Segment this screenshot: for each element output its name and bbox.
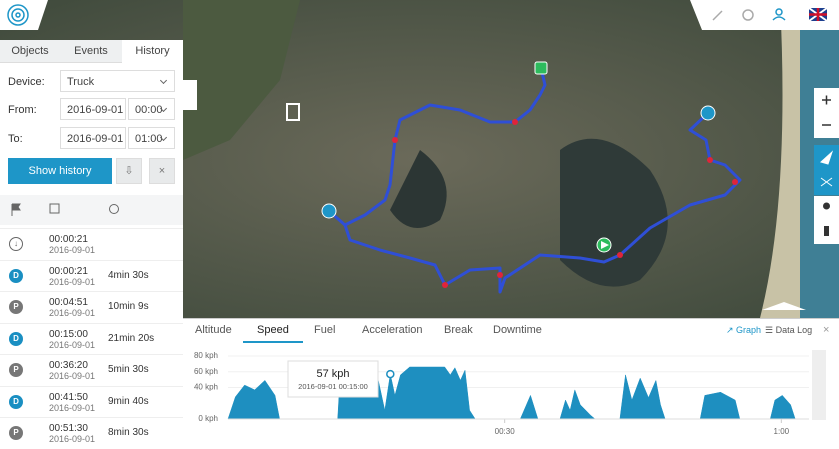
from-time[interactable]: 00:00 <box>128 98 175 120</box>
map-water <box>390 150 447 228</box>
bottom-panel: Altitude Speed Fuel Acceleration Break Downti… <box>183 318 839 443</box>
event-time: 00:41:50 <box>49 391 88 403</box>
to-date[interactable]: 2016-09-01 <box>60 127 126 149</box>
play-icon <box>601 241 609 249</box>
event-time: 00:04:51 <box>49 297 88 308</box>
logo <box>7 4 29 26</box>
panel-tab[interactable]: Altitude <box>195 324 232 336</box>
settings-icon[interactable] <box>742 9 754 21</box>
map-area <box>183 0 300 160</box>
device-icon <box>824 226 829 236</box>
route-stops <box>392 119 738 288</box>
event-time: 00:00:21 <box>49 234 88 245</box>
event-duration: 9min 40s <box>108 395 149 407</box>
event-date: 2016-09-01 <box>49 434 96 444</box>
event-badge: D <box>9 331 23 346</box>
from-label: From: <box>8 104 37 116</box>
panel-tab[interactable]: Break <box>444 324 473 336</box>
sidebar: Objects Events History Device: Truck From:… <box>0 40 183 444</box>
map-tool-icons <box>819 150 834 187</box>
event-duration: 21min 20s <box>108 332 155 344</box>
user-icon-body <box>772 16 786 21</box>
user-icon[interactable] <box>775 8 783 16</box>
event-time: 00:36:20 <box>49 360 88 371</box>
event-time: 00:51:30 <box>49 423 88 434</box>
to-time[interactable]: 01:00 <box>128 127 175 149</box>
event-time: 00:00:21 <box>49 265 88 277</box>
to-label: To: <box>8 133 23 145</box>
parking-marker[interactable] <box>321 203 337 219</box>
route <box>328 67 547 227</box>
flag-icon <box>11 203 21 216</box>
table-header <box>0 195 183 225</box>
event-duration: 10min 9s <box>108 301 149 312</box>
panel-tab[interactable]: Fuel <box>314 324 336 336</box>
show-history-button[interactable]: Show history <box>8 158 112 184</box>
event-row[interactable]: P 00:51:30 2016-09-01 8min 30s <box>0 417 183 449</box>
event-date: 2016-09-01 <box>49 339 96 350</box>
event-duration: 8min 30s <box>108 427 149 438</box>
calendar-icon <box>49 203 60 214</box>
event-date: 2016-09-01 <box>49 245 96 255</box>
header-icons <box>11 203 119 216</box>
panel-tab[interactable]: Downtime <box>493 324 542 336</box>
event-time: 00:15:00 <box>49 328 88 340</box>
event-date: 2016-09-01 <box>49 276 96 287</box>
event-start-icon: ↓ <box>9 237 23 251</box>
sidebar-tab[interactable]: Events <box>60 40 122 63</box>
device-label: Device: <box>8 76 45 88</box>
route <box>343 111 742 294</box>
expand-panel[interactable] <box>762 302 806 310</box>
finish-marker[interactable] <box>534 61 548 75</box>
map-water <box>560 138 668 287</box>
event-row[interactable]: P 00:36:20 2016-09-01 5min 30s <box>0 354 183 386</box>
graph-view[interactable]: ↗ Graph <box>726 325 762 335</box>
event-badge: P <box>9 363 23 377</box>
sidebar-tab[interactable]: Objects <box>0 40 60 63</box>
device-select[interactable]: Truck <box>60 70 175 92</box>
event-badge: P <box>9 426 23 440</box>
export-button[interactable]: ⇩ <box>116 158 142 184</box>
panel-tab[interactable]: Acceleration <box>362 324 423 336</box>
datalog-label: Data Log <box>775 325 813 335</box>
event-row[interactable]: P 00:04:51 2016-09-01 10min 9s <box>0 291 183 323</box>
map-icon <box>286 103 300 121</box>
event-row[interactable]: D 00:00:21 2016-09-01 4min 30s <box>0 259 183 292</box>
panel-tab[interactable]: Speed <box>243 319 303 343</box>
parking-marker[interactable] <box>700 105 716 121</box>
event-duration: 4min 30s <box>108 269 149 281</box>
language-flag[interactable] <box>808 7 828 22</box>
close-panel[interactable]: × <box>823 324 830 336</box>
clear-button[interactable]: × <box>149 158 175 184</box>
event-badge: D <box>9 268 23 283</box>
tools-icon[interactable] <box>712 10 723 21</box>
sidebar-tab[interactable]: History <box>122 40 183 62</box>
from-date[interactable]: 2016-09-01 <box>60 98 126 120</box>
collapse-sidebar[interactable] <box>183 80 197 110</box>
event-duration: 5min 30s <box>108 364 149 375</box>
zoom-icons <box>822 95 831 126</box>
datalog-view[interactable]: ☰ Data Log <box>765 325 813 335</box>
event-row[interactable]: D 00:15:00 2016-09-01 21min 20s <box>0 322 183 355</box>
map-tools[interactable] <box>814 145 839 195</box>
pin-icon <box>823 202 830 210</box>
event-date: 2016-09-01 <box>49 371 96 381</box>
header-tools <box>690 0 839 30</box>
event-date: 2016-09-01 <box>49 402 96 413</box>
event-row[interactable]: D 00:41:50 2016-09-01 9min 40s <box>0 385 183 418</box>
event-row[interactable]: ↓ 00:00:21 2016-09-01 <box>0 228 183 260</box>
event-date: 2016-09-01 <box>49 308 96 318</box>
event-badge: P <box>9 300 23 314</box>
event-badge: D <box>9 394 23 409</box>
clock-icon <box>109 204 119 214</box>
graph-label: Graph <box>736 325 762 335</box>
